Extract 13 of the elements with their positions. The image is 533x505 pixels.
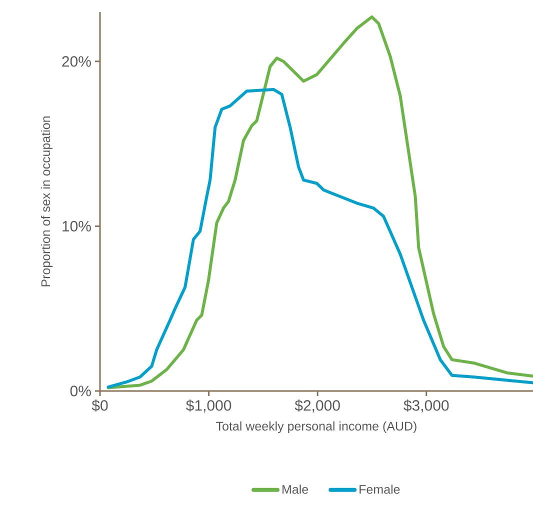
x-tick-label: $1,000 <box>186 400 232 413</box>
x-axis-title: Total weekly personal income (AUD) <box>216 421 416 434</box>
line-series <box>106 15 533 390</box>
y-tick-label: 0% <box>70 386 91 396</box>
x-tick-label: $0 <box>92 400 108 412</box>
line-series <box>106 88 533 389</box>
legend-label: Male <box>282 484 308 494</box>
y-tick-label: 20% <box>62 56 91 67</box>
y-tick-label: 10% <box>62 220 91 232</box>
legend-label: Female <box>360 484 400 494</box>
x-tick-label: $3,000 <box>404 400 449 413</box>
y-axis-title: Proportion of sex in occupation <box>40 116 53 286</box>
x-tick-label: $2,000 <box>294 400 340 413</box>
